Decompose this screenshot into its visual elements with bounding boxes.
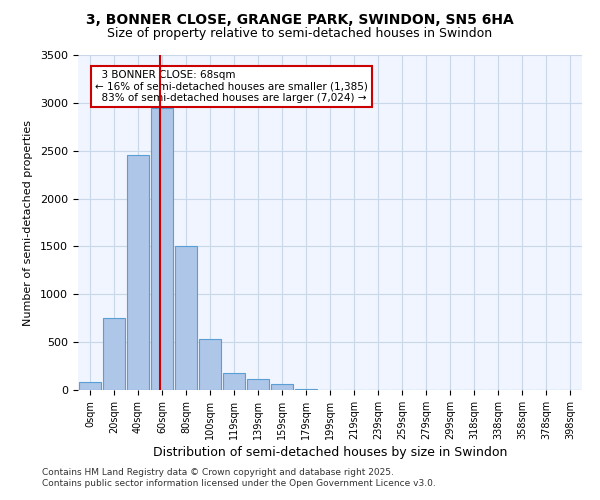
Text: Contains HM Land Registry data © Crown copyright and database right 2025.
Contai: Contains HM Land Registry data © Crown c… xyxy=(42,468,436,487)
Text: Size of property relative to semi-detached houses in Swindon: Size of property relative to semi-detach… xyxy=(107,28,493,40)
Bar xyxy=(127,156,149,390)
Bar xyxy=(103,318,125,390)
Bar xyxy=(79,382,101,390)
Bar xyxy=(247,380,269,390)
Text: 3 BONNER CLOSE: 68sqm
← 16% of semi-detached houses are smaller (1,385)
  83% of: 3 BONNER CLOSE: 68sqm ← 16% of semi-deta… xyxy=(95,70,368,103)
Y-axis label: Number of semi-detached properties: Number of semi-detached properties xyxy=(23,120,33,326)
Bar xyxy=(295,389,317,390)
Bar xyxy=(175,246,197,390)
X-axis label: Distribution of semi-detached houses by size in Swindon: Distribution of semi-detached houses by … xyxy=(153,446,507,459)
Bar xyxy=(223,373,245,390)
Bar xyxy=(151,108,173,390)
Bar xyxy=(199,340,221,390)
Bar xyxy=(271,384,293,390)
Text: 3, BONNER CLOSE, GRANGE PARK, SWINDON, SN5 6HA: 3, BONNER CLOSE, GRANGE PARK, SWINDON, S… xyxy=(86,12,514,26)
